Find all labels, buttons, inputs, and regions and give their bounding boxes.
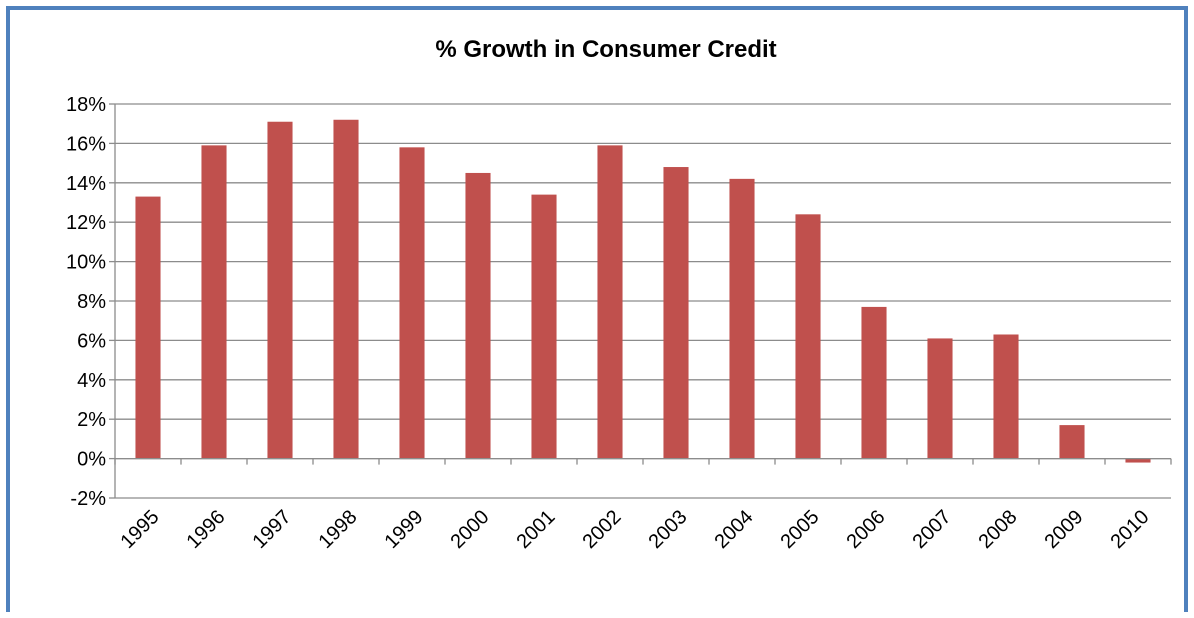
x-tick-label: 2004 [711, 506, 758, 553]
x-tick-label: 2010 [1107, 506, 1154, 553]
bars [135, 119, 1151, 463]
y-tick-label: 10% [66, 252, 106, 274]
bar-2005 [795, 214, 821, 459]
y-tick-label: 8% [77, 291, 106, 313]
bar-2007 [927, 338, 953, 459]
x-tick-label: 2003 [645, 506, 692, 553]
bar-1996 [201, 145, 227, 459]
x-tick-label: 2002 [579, 506, 626, 553]
y-tick-label: 16% [66, 133, 106, 155]
x-tick-label: 1996 [183, 506, 230, 553]
bar-1995 [135, 196, 161, 459]
x-tick-label: 2005 [777, 506, 824, 553]
bar-1998 [333, 119, 359, 459]
bar-2003 [663, 167, 689, 459]
y-tick-label: 2% [77, 409, 106, 431]
x-tick-label: 1999 [381, 506, 428, 553]
bar-2010 [1125, 458, 1151, 463]
y-tick-labels: -2% 0% 2% 4% 6% 8% 10% 12% 14% 16% 18% [66, 94, 106, 510]
bar-1999 [399, 147, 425, 459]
bar-1997 [267, 121, 293, 459]
y-tick-label: 4% [77, 370, 106, 392]
bar-2008 [993, 334, 1019, 459]
x-tick-label: 2001 [513, 506, 560, 553]
y-tick-label: 18% [66, 94, 106, 116]
y-tick-label: 6% [77, 330, 106, 352]
bar-2001 [531, 194, 557, 459]
y-tick-label: -2% [70, 488, 106, 510]
x-tick-label: 2009 [1041, 506, 1088, 553]
x-tick-label: 2008 [975, 506, 1022, 553]
bar-2006 [861, 306, 887, 459]
x-tick-label: 2006 [843, 506, 890, 553]
y-tick-label: 0% [77, 449, 106, 471]
x-tick-label: 2007 [909, 506, 956, 553]
x-tick-label: 2000 [447, 506, 494, 553]
bar-2002 [597, 145, 623, 459]
y-tick-label: 12% [66, 212, 106, 234]
x-tick-label: 1997 [249, 506, 296, 553]
y-tick-label: 14% [66, 173, 106, 195]
bar-2000 [465, 172, 491, 459]
bar-2004 [729, 178, 755, 459]
x-tick-label: 1995 [117, 506, 164, 553]
axes [109, 103, 1172, 499]
chart-title: % Growth in Consumer Credit [435, 36, 776, 63]
bar-2009 [1059, 425, 1085, 459]
x-tick-labels: 1995 1996 1997 1998 1999 2000 2001 2002 2003 2004… [117, 506, 1154, 553]
x-tick-label: 1998 [315, 506, 362, 553]
